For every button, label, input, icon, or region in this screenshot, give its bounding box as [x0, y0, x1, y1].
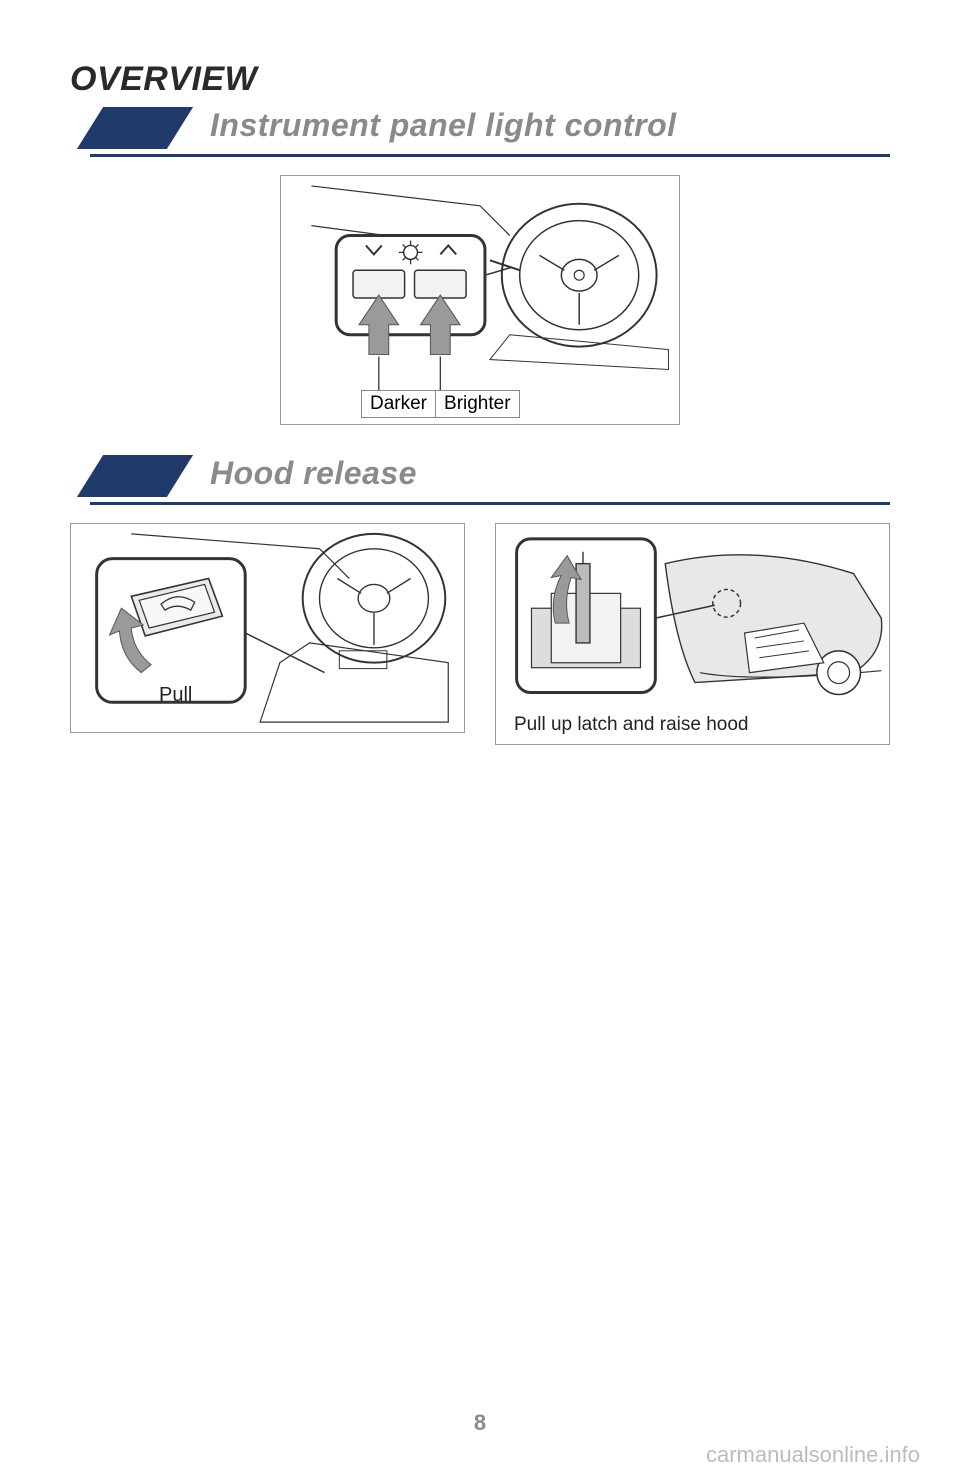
diagram-light-control: Darker Brighter — [280, 175, 680, 425]
brighter-label: Brighter — [436, 390, 520, 418]
figure-row-2: Pull — [70, 523, 890, 745]
hood-latch-illustration — [496, 524, 889, 744]
section-underline — [90, 502, 890, 505]
diagram-hood-latch: Pull up latch and raise hood — [495, 523, 890, 745]
darker-label: Darker — [361, 390, 436, 418]
watermark: carmanualsonline.info — [706, 1442, 920, 1468]
brightness-label-row: Darker Brighter — [361, 390, 520, 418]
section-underline — [90, 154, 890, 157]
manual-page: OVERVIEW Instrument panel light control — [0, 0, 960, 1484]
light-control-illustration — [281, 176, 679, 424]
overview-heading: OVERVIEW — [70, 60, 890, 99]
section-header-hood-release: Hood release — [70, 455, 890, 505]
page-number: 8 — [0, 1410, 960, 1436]
figure-row-1: Darker Brighter — [70, 175, 890, 425]
section-accent-shape — [77, 107, 193, 149]
section-title: Instrument panel light control — [210, 107, 677, 144]
latch-caption: Pull up latch and raise hood — [514, 714, 749, 736]
section-title: Hood release — [210, 455, 417, 492]
section-header-light-control: Instrument panel light control — [70, 107, 890, 157]
hood-lever-illustration — [71, 524, 464, 732]
diagram-hood-lever: Pull — [70, 523, 465, 733]
section-accent-shape — [77, 455, 193, 497]
pull-label: Pull — [159, 684, 192, 707]
